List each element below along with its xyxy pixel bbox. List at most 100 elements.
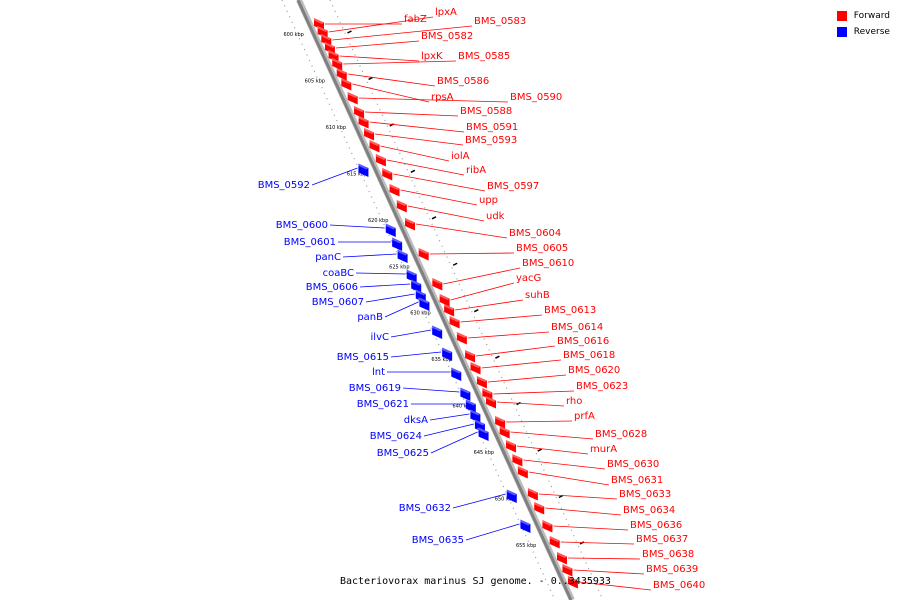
gene-label-forward[interactable]: BMS_0610	[522, 258, 574, 269]
leader-line	[467, 331, 550, 339]
gene-label-forward[interactable]: BMS_0585	[458, 51, 510, 62]
forward-swatch	[836, 11, 847, 21]
gene-label-forward[interactable]: prfA	[574, 411, 595, 422]
reverse-gene	[460, 387, 471, 401]
gene-label-reverse[interactable]: dksA	[404, 415, 428, 426]
gene-label-forward[interactable]: lpxA	[435, 7, 457, 18]
gene-label-forward[interactable]: BMS_0628	[595, 429, 647, 440]
gene-label-forward[interactable]: BMS_0623	[576, 381, 628, 392]
gene-label-forward[interactable]: upp	[479, 195, 498, 206]
gene-label-forward[interactable]: ribA	[466, 165, 486, 176]
gene-highlight	[319, 34, 332, 40]
gene-label-forward[interactable]: BMS_0588	[460, 106, 512, 117]
gene-label-forward[interactable]: BMS_0630	[607, 459, 659, 470]
forward-gene	[527, 488, 538, 501]
gene-highlight	[315, 26, 328, 32]
gene-label-forward[interactable]: BMS_0613	[544, 305, 596, 316]
leader-line	[560, 541, 635, 545]
gene-highlight	[474, 376, 487, 382]
leader-line	[393, 173, 486, 192]
gene-highlight	[476, 427, 489, 434]
gene-label-forward[interactable]: rho	[566, 396, 582, 407]
forward-gene	[470, 362, 481, 375]
gene-label-reverse[interactable]: BMS_0632	[399, 503, 451, 514]
reverse-gene	[419, 297, 430, 311]
gene-label-forward[interactable]: BMS_0614	[551, 322, 603, 333]
forward-gene	[341, 78, 352, 91]
forward-gene	[556, 552, 567, 565]
leader-line	[429, 413, 470, 421]
gene-label-reverse[interactable]: BMS_0592	[258, 180, 310, 191]
leader-line	[545, 507, 622, 516]
tick-label: 630 kbp	[410, 311, 430, 317]
gene-label-forward[interactable]: BMS_0634	[623, 505, 675, 516]
tick-label: 615 kbp	[347, 171, 367, 177]
leader-line	[339, 55, 420, 62]
gene-label-forward[interactable]: BMS_0597	[487, 181, 539, 192]
gene-highlight	[497, 426, 510, 432]
gene-label-reverse[interactable]: BMS_0606	[306, 282, 358, 293]
tick-label: 620 kbp	[368, 218, 388, 224]
gene-label-forward[interactable]: rpsA	[431, 92, 454, 103]
gene-label-forward[interactable]: BMS_0605	[516, 243, 568, 254]
gene-label-reverse[interactable]: ilvC	[371, 332, 389, 343]
gene-highlight	[454, 332, 467, 338]
gene-label-reverse[interactable]: BMS_0621	[357, 399, 409, 410]
gene-highlight	[356, 116, 369, 122]
gene-label-reverse[interactable]: BMS_0600	[276, 220, 328, 231]
gene-label-forward[interactable]: BMS_0631	[611, 475, 663, 486]
leader-line	[578, 581, 652, 591]
gene-label-forward[interactable]: BMS_0639	[646, 564, 698, 575]
gene-label-forward[interactable]: BMS_0638	[642, 549, 694, 560]
gene-label-forward[interactable]: BMS_0604	[509, 228, 561, 239]
tick-mark	[431, 216, 437, 220]
gene-highlight	[468, 362, 481, 368]
gene-label-forward[interactable]: BMS_0637	[636, 534, 688, 545]
gene-label-forward[interactable]: BMS_0593	[465, 135, 517, 146]
gene-label-reverse[interactable]: BMS_0625	[377, 448, 429, 459]
gene-label-reverse[interactable]: BMS_0619	[349, 383, 401, 394]
gene-label-reverse[interactable]: coaBC	[323, 268, 354, 279]
gene-label-forward[interactable]: BMS_0616	[557, 336, 609, 347]
gene-label-forward[interactable]: BMS_0618	[563, 350, 615, 361]
gene-label-reverse[interactable]: BMS_0615	[337, 352, 389, 363]
gene-label-forward[interactable]: iolA	[451, 151, 470, 162]
gene-label-forward[interactable]: BMS_0591	[466, 122, 518, 133]
leader-line	[400, 189, 478, 206]
gene-label-reverse[interactable]: BMS_0635	[412, 535, 464, 546]
gene-highlight	[554, 552, 567, 558]
gene-label-forward[interactable]: BMS_0640	[653, 580, 705, 591]
gene-label-forward[interactable]: BMS_0636	[630, 520, 682, 531]
leader-line	[487, 374, 567, 383]
tick-label: 650 kbp	[495, 497, 515, 503]
tick-label: 640 kbp	[453, 404, 473, 410]
gene-label-forward[interactable]: BMS_0582	[421, 31, 473, 42]
gene-label-forward[interactable]: BMS_0586	[437, 76, 489, 87]
gene-label-forward[interactable]: BMS_0590	[510, 92, 562, 103]
gene-highlight	[442, 304, 455, 310]
gene-label-reverse[interactable]: panC	[315, 252, 341, 263]
leader-line	[415, 223, 508, 239]
gene-label-forward[interactable]: BMS_0583	[474, 16, 526, 27]
gene-label-reverse[interactable]: panB	[357, 312, 383, 323]
gene-label-forward[interactable]: yacG	[516, 273, 541, 284]
gene-label-reverse[interactable]: lnt	[372, 367, 385, 378]
forward-gene	[389, 184, 400, 197]
forward-gene	[317, 26, 328, 39]
gene-label-forward[interactable]: suhB	[525, 290, 550, 301]
gene-label-forward[interactable]: udk	[486, 211, 505, 222]
gene-highlight	[525, 488, 538, 494]
gene-label-forward[interactable]: lpxK	[421, 51, 443, 62]
gene-highlight	[484, 396, 496, 402]
gene-label-forward[interactable]: BMS_0620	[568, 365, 620, 376]
gene-label-forward[interactable]: murA	[590, 444, 617, 455]
reverse-swatch	[836, 27, 847, 37]
tick-mark	[537, 448, 543, 452]
gene-label-reverse[interactable]: BMS_0624	[370, 431, 422, 442]
gene-label-reverse[interactable]: BMS_0607	[312, 297, 364, 308]
gene-label-reverse[interactable]: BMS_0601	[284, 237, 336, 248]
reverse-gene	[432, 325, 443, 339]
leader-line	[343, 60, 457, 65]
gene-label-forward[interactable]: BMS_0633	[619, 489, 671, 500]
reverse-gene	[411, 279, 422, 293]
